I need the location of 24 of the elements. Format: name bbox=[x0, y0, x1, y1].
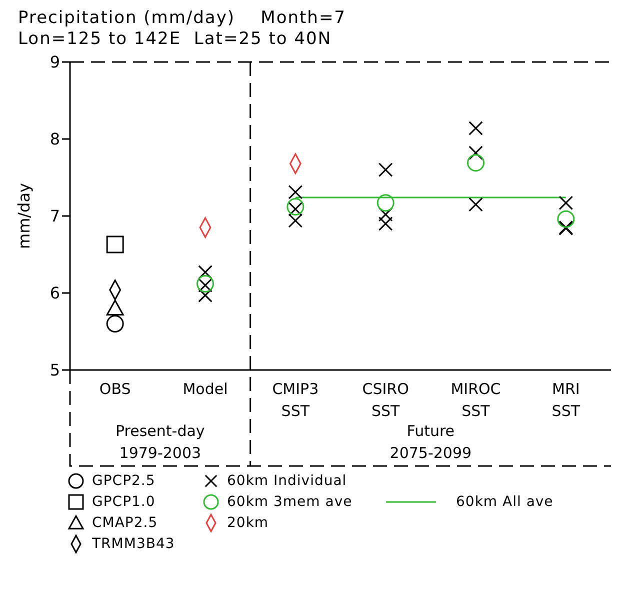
x-tick-label: Model bbox=[182, 380, 228, 398]
text: Future 2075-2099 bbox=[390, 422, 472, 462]
y-tick-label: 7 bbox=[50, 206, 60, 226]
legend-label: 60km Individual bbox=[227, 472, 347, 488]
chart-title: Precipitation (mm/day) Month=7 bbox=[18, 8, 348, 29]
x-tick-label: CSIRO SST bbox=[362, 380, 409, 420]
x-tick-label: MIROC SST bbox=[450, 380, 501, 420]
y-tick-label: 9 bbox=[50, 52, 60, 72]
x-tick-label: MRI SST bbox=[552, 380, 581, 420]
text: Present-day 1979-2003 bbox=[116, 422, 205, 462]
legend-label: 60km All ave bbox=[456, 494, 554, 510]
y-axis-title: mm/day bbox=[14, 183, 34, 249]
x-tick-label: OBS bbox=[99, 380, 131, 398]
legend-label: CMAP2.5 bbox=[92, 514, 158, 530]
legend-label: GPCP2.5 bbox=[92, 472, 156, 488]
y-tick-label: 8 bbox=[50, 130, 60, 149]
legend-label: 20km bbox=[227, 514, 269, 530]
x-tick-label: CMIP3 SST bbox=[272, 380, 319, 420]
legend-label: GPCP1.0 bbox=[92, 494, 156, 510]
legend-label: 60km 3mem ave bbox=[227, 494, 352, 510]
chart-subtitle: Lon=125 to 142E Lat=25 to 40N bbox=[18, 29, 333, 50]
legend-label: TRMM3B43 bbox=[92, 536, 175, 552]
y-tick-label: 5 bbox=[50, 360, 60, 380]
y-tick-label: 6 bbox=[50, 284, 60, 303]
